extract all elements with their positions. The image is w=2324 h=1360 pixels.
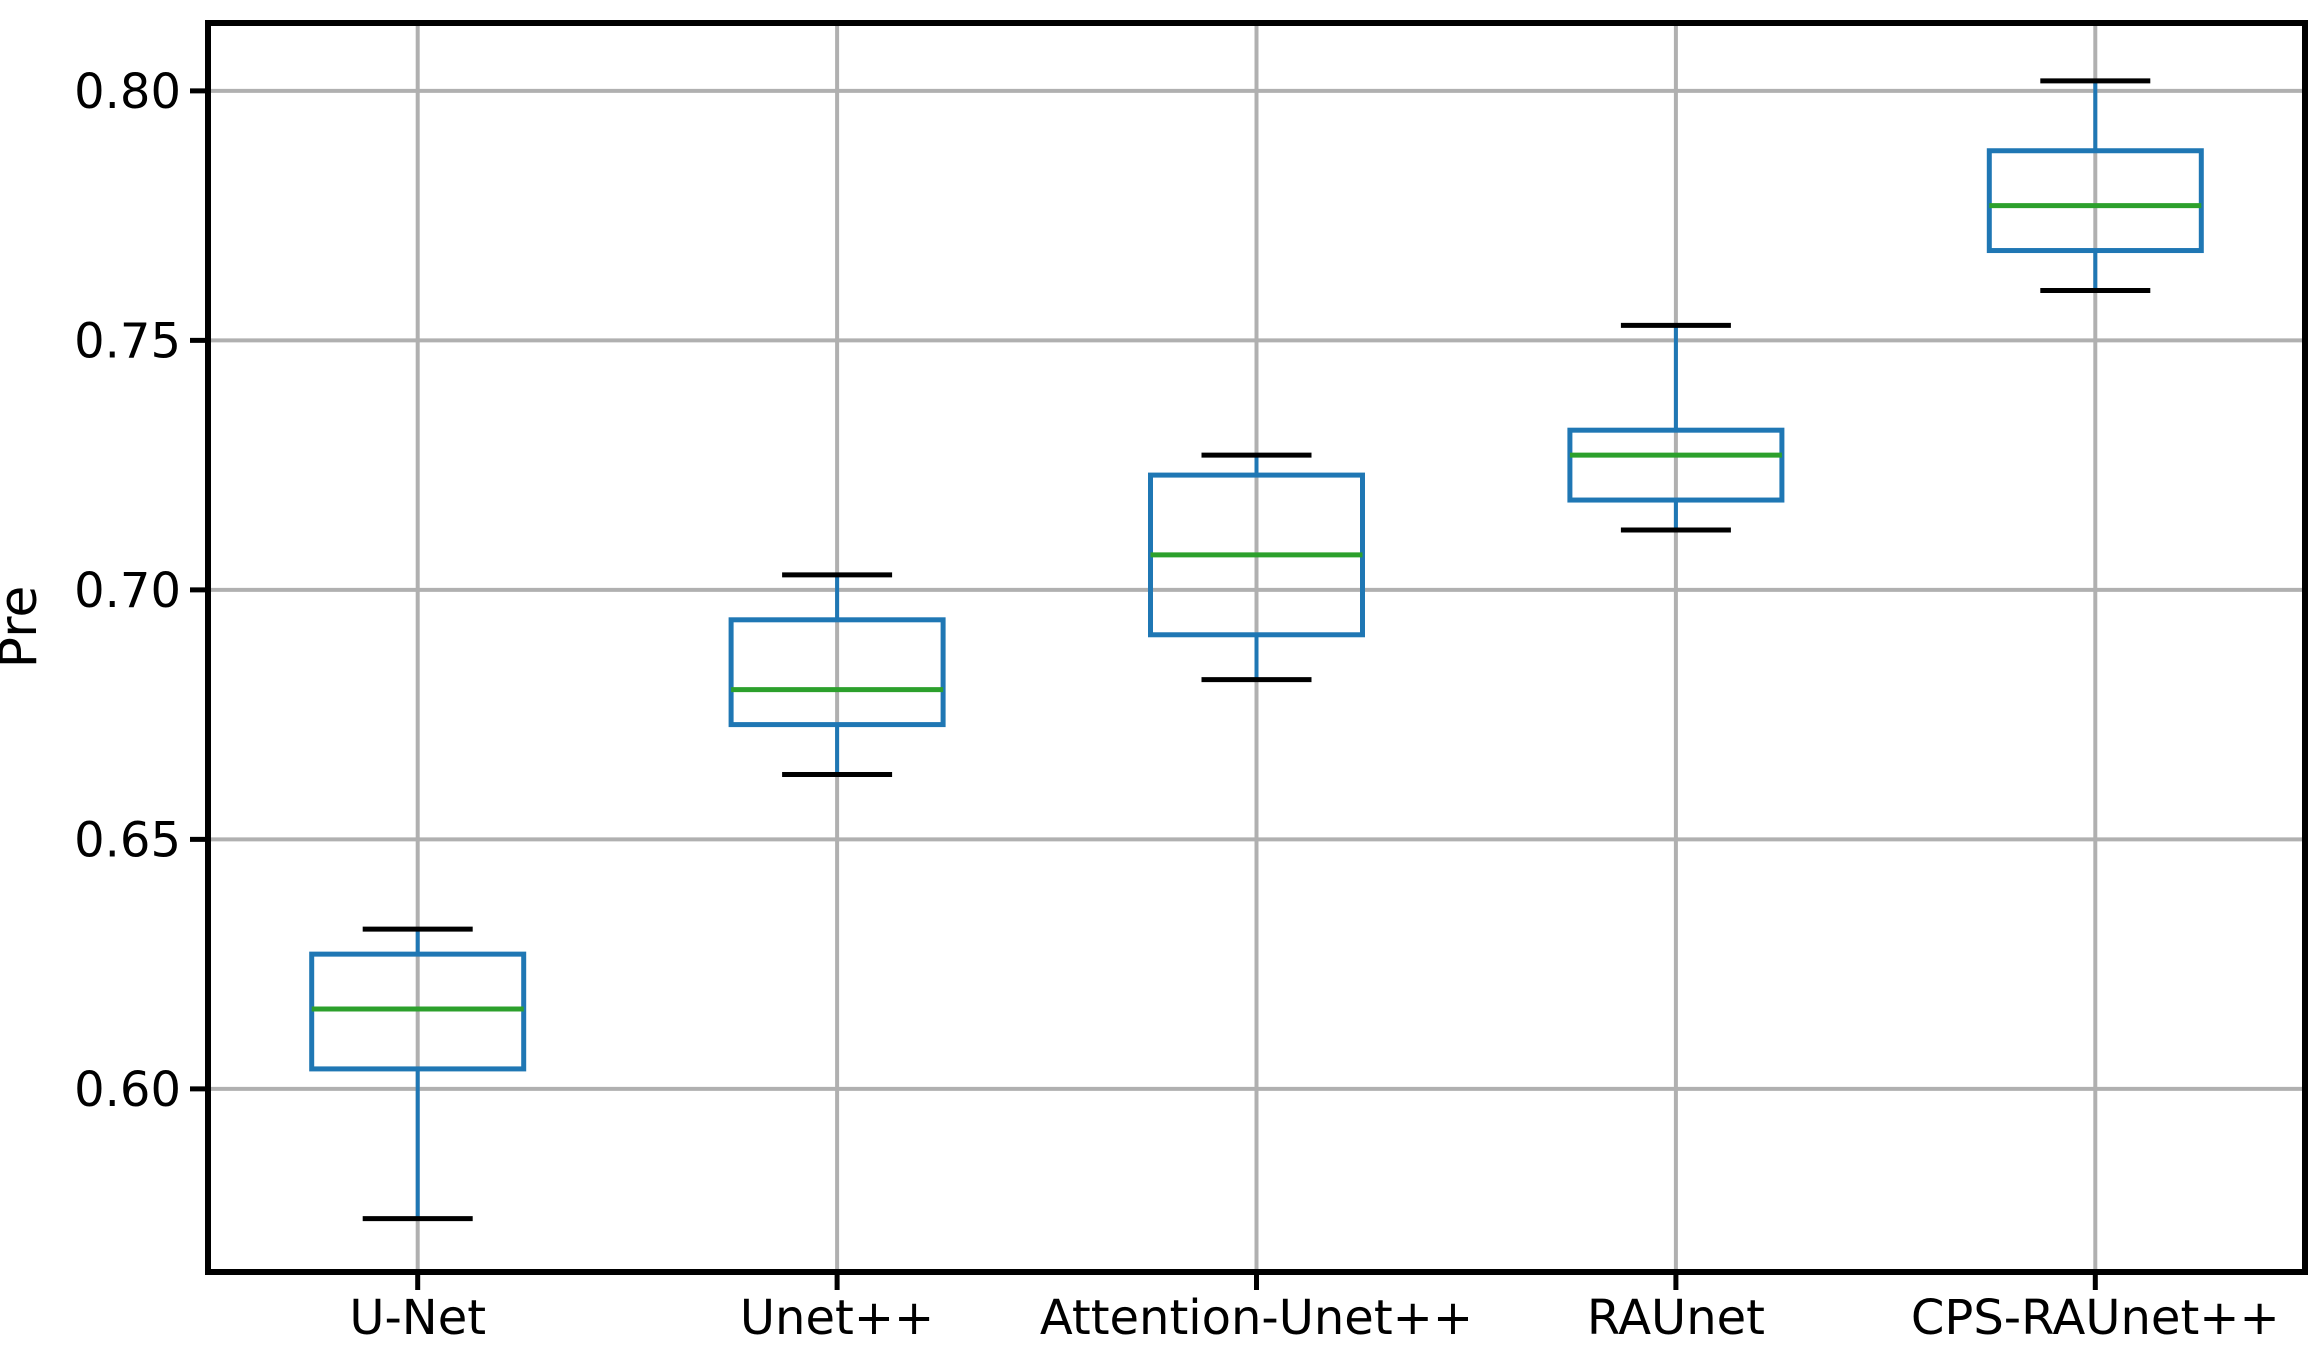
- box-cps-raunet: [1986, 148, 2204, 254]
- y-tick-label: 0.80: [74, 64, 181, 120]
- y-tick-label: 0.65: [74, 812, 181, 868]
- y-axis-label: Pre: [0, 586, 49, 669]
- x-category-label: RAUnet: [1587, 1290, 1765, 1346]
- x-category-label: U-Net: [349, 1290, 486, 1346]
- y-tick-label: 0.70: [74, 563, 181, 619]
- y-tick-label: 0.75: [74, 313, 181, 369]
- x-category-label: Attention-Unet++: [1040, 1290, 1473, 1346]
- x-category-label: Unet++: [740, 1290, 934, 1346]
- box-unet: [728, 617, 946, 728]
- box-raunet: [1567, 427, 1785, 503]
- x-category-label: CPS-RAUnet++: [1911, 1290, 2280, 1346]
- y-tick-label: 0.60: [74, 1062, 181, 1118]
